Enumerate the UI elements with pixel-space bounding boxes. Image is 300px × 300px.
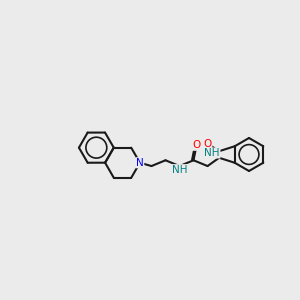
Text: NH: NH: [172, 165, 188, 175]
Text: N: N: [136, 158, 144, 168]
Text: O: O: [204, 139, 212, 149]
Text: O: O: [192, 140, 201, 150]
Text: NH: NH: [205, 148, 220, 158]
